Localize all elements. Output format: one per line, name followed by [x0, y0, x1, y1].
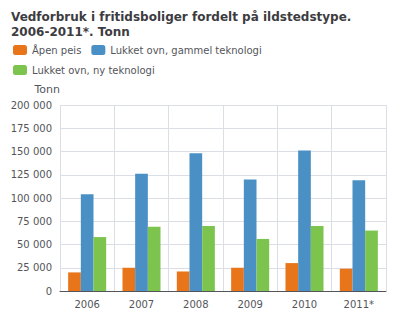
- svg-text:2006-2011*. Tonn: 2006-2011*. Tonn: [11, 25, 130, 39]
- svg-text:2010: 2010: [292, 299, 317, 310]
- svg-text:75 000: 75 000: [17, 216, 52, 227]
- svg-text:200 000: 200 000: [11, 100, 52, 111]
- svg-text:50 000: 50 000: [17, 239, 52, 250]
- svg-text:25 000: 25 000: [17, 262, 52, 273]
- svg-text:Tonn: Tonn: [33, 83, 60, 96]
- svg-text:0: 0: [46, 286, 52, 297]
- svg-text:100 000: 100 000: [11, 193, 52, 204]
- svg-text:2007: 2007: [129, 299, 154, 310]
- svg-text:2006: 2006: [74, 299, 99, 310]
- svg-text:2011*: 2011*: [344, 299, 374, 310]
- svg-text:2008: 2008: [183, 299, 208, 310]
- svg-text:125 000: 125 000: [11, 169, 52, 180]
- svg-text:175 000: 175 000: [11, 123, 52, 134]
- svg-text:Lukket ovn, gammel teknologi: Lukket ovn, gammel teknologi: [110, 45, 261, 56]
- svg-text:150 000: 150 000: [11, 146, 52, 157]
- svg-text:Vedforbruk i fritidsboliger fo: Vedforbruk i fritidsboliger fordelt på i…: [11, 10, 356, 24]
- svg-text:2009: 2009: [237, 299, 262, 310]
- svg-text:Åpen peis: Åpen peis: [32, 44, 81, 56]
- svg-text:Lukket ovn, ny teknologi: Lukket ovn, ny teknologi: [32, 65, 155, 76]
